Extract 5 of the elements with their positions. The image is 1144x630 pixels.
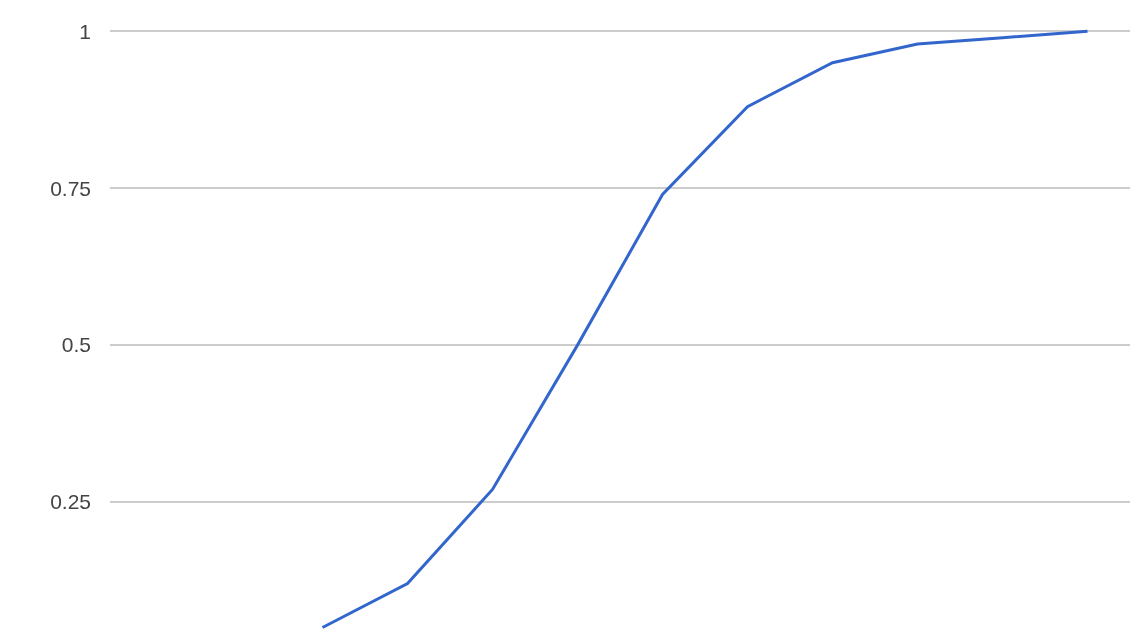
y-tick-label: 0.75 (50, 176, 91, 200)
y-tick-label: 1 (79, 19, 91, 43)
y-tick-label: 0.5 (61, 333, 91, 357)
line-series (321, 29, 1089, 629)
y-tick-label: 0.25 (50, 490, 91, 514)
